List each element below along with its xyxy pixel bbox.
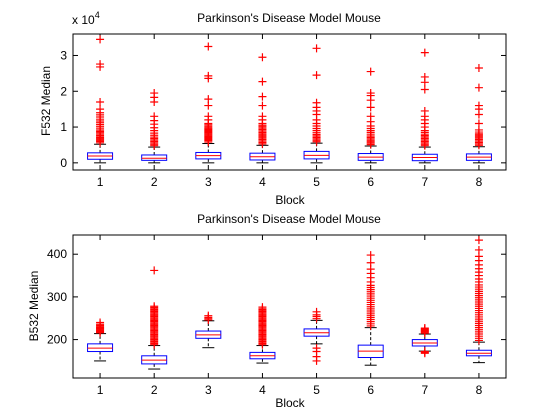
top-plot-area [72,33,507,171]
top-x-tick-label: 4 [259,175,266,189]
outlier-marker [312,44,321,53]
outlier-marker [474,119,483,128]
outlier-marker [366,258,375,267]
top-y-axis-label: F532 Median [39,66,53,136]
top-box-7 [411,48,438,164]
top-box-8 [465,64,492,164]
bottom-chart-title: Parkinson's Disease Model Mouse [197,212,381,226]
outlier-marker [312,98,321,107]
box-iqr [141,154,168,161]
outlier-marker [258,112,267,121]
bottom-x-tick-label: 5 [313,383,320,397]
outlier-marker [312,71,321,80]
top-x-tick-label: 2 [151,175,158,189]
bottom-y-tick-label: 400 [47,247,67,261]
outlier-marker [420,324,429,333]
top-y-exponent-power: 4 [95,10,100,20]
outlier-marker [204,95,213,104]
top-box-3 [195,42,222,164]
top-y-tick-label: 3 [60,48,67,62]
bottom-y-tick-label: 200 [47,333,67,347]
outlier-marker [366,112,375,121]
top-x-tick-label: 7 [421,175,428,189]
top-boxplot: Parkinson's Disease Model Mouse x 104 F5… [39,10,507,207]
outlier-marker [366,251,375,260]
bottom-x-tick-label: 3 [205,383,212,397]
outlier-marker [204,71,213,80]
top-box-4 [249,53,276,164]
outlier-marker [258,77,267,86]
top-x-tick-label: 8 [476,175,483,189]
outlier-marker [258,303,267,312]
top-x-tick-label: 5 [313,175,320,189]
outlier-marker [366,103,375,112]
outlier-marker [474,236,483,245]
bottom-y-axis-label: B532 Median [27,271,41,342]
outlier-marker [420,85,429,94]
bottom-x-tick-label: 6 [367,383,374,397]
outlier-marker [420,72,429,81]
outlier-marker [96,105,105,114]
outlier-marker [420,347,429,356]
bottom-boxplot: Parkinson's Disease Model Mouse B532 Med… [27,212,507,410]
outlier-marker [150,112,159,121]
bottom-x-tick-label: 2 [151,383,158,397]
outlier-marker [474,245,483,254]
outlier-marker [420,106,429,115]
bottom-box-7 [411,324,438,358]
outlier-marker [420,48,429,57]
outlier-marker [150,302,159,311]
outlier-marker [96,35,105,44]
bottom-y-tick-label: 300 [47,290,67,304]
bottom-x-tick-label: 1 [97,383,104,397]
top-x-tick-label: 6 [367,175,374,189]
top-y-exponent-label: x 104 [72,10,100,27]
outlier-marker [312,344,321,353]
bottom-box-3 [195,311,222,349]
bottom-box-5 [303,307,330,365]
outlier-marker [474,64,483,72]
bottom-box-2 [141,266,168,370]
top-box-6 [357,67,384,164]
top-x-axis-label: Block [275,193,305,207]
outlier-marker [258,101,267,110]
top-chart-title: Parkinson's Disease Model Mouse [197,11,381,25]
top-box-2 [141,89,168,164]
bottom-box-4 [249,303,276,364]
top-y-tick-label: 1 [60,120,67,134]
outlier-marker [96,98,105,106]
bottom-x-tick-label: 8 [476,383,483,397]
top-y-tick-label: 0 [60,156,67,170]
outlier-marker [366,89,375,98]
outlier-marker [258,53,267,62]
outlier-marker [150,89,159,98]
top-x-tick-label: 1 [97,175,104,189]
bottom-x-axis-label: Block [275,396,305,410]
outlier-marker [366,67,375,76]
outlier-marker [96,318,105,327]
top-y-tick-label: 2 [60,84,67,98]
bottom-x-tick-label: 7 [421,383,428,397]
bottom-box-8 [465,236,492,364]
outlier-marker [258,92,267,101]
bottom-plot-area [72,234,507,379]
top-box-5 [303,44,330,164]
top-box-1 [87,35,114,164]
bottom-x-tick-label: 4 [259,383,266,397]
outlier-marker [204,112,213,121]
top-x-tick-label: 3 [205,175,212,189]
bottom-box-6 [357,251,384,366]
outlier-marker [204,42,213,51]
outlier-marker [204,311,213,320]
bottom-box-1 [87,318,114,362]
outlier-marker [150,266,159,275]
outlier-marker [96,60,105,69]
outlier-marker [474,83,483,92]
outlier-marker [312,307,321,316]
outlier-marker [474,101,483,110]
